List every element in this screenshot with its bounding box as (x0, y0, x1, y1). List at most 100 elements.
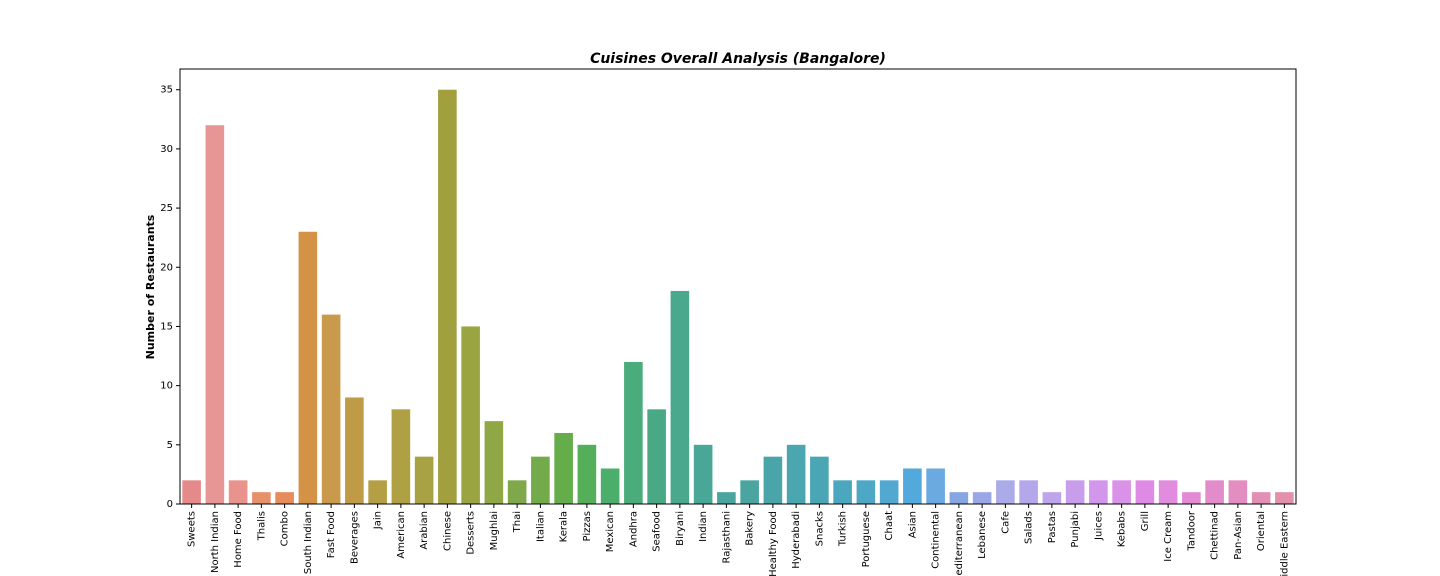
bar-thai (507, 480, 527, 504)
y-tick-label: 15 (160, 321, 173, 332)
x-tick-label: Healthy Food (768, 511, 779, 576)
bar-juices (1089, 480, 1108, 504)
bar-andhra (624, 361, 643, 504)
bar-punjabi (1065, 480, 1085, 504)
y-tick-label: 30 (160, 144, 173, 155)
x-tick-label: Chinese (442, 511, 453, 551)
x-tick-label: Middle Eastern (1279, 511, 1290, 576)
bars-group (182, 89, 1294, 505)
x-tick-label: Beverages (349, 511, 360, 564)
y-axis-label: Number of Restaurants (144, 214, 157, 359)
x-axis: Sweets North Indian Home Food Thalis Combo So… (187, 504, 1290, 576)
bar-mexican (600, 468, 620, 504)
x-tick-label: Mediterranean (954, 511, 965, 576)
bar-beverages (345, 397, 364, 504)
bar-arabian (414, 456, 434, 504)
bar-biryani (670, 290, 690, 504)
x-tick-label: Pan-Asian (1233, 511, 1244, 560)
x-tick-label: Fast Food (326, 511, 337, 558)
y-tick-label: 25 (160, 203, 173, 214)
bar-north-indian (205, 125, 225, 504)
x-tick-label: Arabian (419, 511, 430, 550)
y-tick-label: 5 (167, 440, 173, 451)
x-tick-label: Pizzas (582, 511, 593, 541)
bar-desserts (461, 326, 480, 504)
bar-chinese (438, 89, 457, 505)
bar-pizzas (577, 444, 597, 504)
bar-hyderabadi (786, 444, 806, 504)
bar-turkish (833, 480, 852, 504)
bar-asian (903, 468, 922, 504)
bar-healthy-food (763, 456, 783, 504)
x-tick-label: Lebanese (977, 511, 988, 559)
bar-chettinad (1205, 480, 1224, 504)
x-tick-label: Asian (907, 511, 918, 538)
x-tick-label: American (396, 511, 407, 559)
x-tick-label: Thalis (256, 511, 267, 541)
bar-tandoor (1182, 492, 1201, 504)
x-tick-label: Desserts (466, 511, 477, 555)
y-tick-label: 35 (160, 85, 173, 96)
bar-salads (1019, 480, 1038, 504)
bar-portuguese (856, 480, 876, 504)
bar-south-indian (298, 231, 318, 504)
bar-oriental (1251, 492, 1271, 504)
y-tick-label: 10 (160, 381, 173, 392)
bar-grill (1135, 480, 1155, 504)
x-tick-label: Andhra (628, 511, 639, 547)
x-tick-label: Home Food (233, 511, 244, 568)
plot-frame (179, 68, 1297, 505)
bar-middle-eastern (1275, 492, 1294, 504)
bar-combo (275, 492, 294, 504)
x-tick-label: Italian (535, 511, 546, 542)
bar-seafood (647, 409, 666, 504)
bar-pastas (1042, 492, 1062, 504)
bar-ice-cream (1158, 480, 1178, 504)
x-tick-label: Kerala (559, 511, 570, 542)
x-tick-label: Portuguese (861, 511, 872, 567)
bar-cafe (996, 480, 1015, 504)
bar-pan-asian (1228, 480, 1248, 504)
bar-mughlai (484, 421, 504, 504)
bar-indian (693, 444, 713, 504)
bar-kebabs (1112, 480, 1131, 504)
bar-fast-food (321, 314, 341, 504)
x-tick-label: Turkish (838, 511, 849, 547)
x-tick-label: Combo (280, 511, 291, 546)
x-tick-label: Salads (1024, 511, 1035, 544)
bar-home-food (228, 480, 248, 504)
x-tick-label: Chaat (884, 511, 895, 541)
y-tick-label: 0 (167, 499, 173, 510)
bar-kerala (554, 432, 573, 504)
x-tick-label: Tandoor (1186, 510, 1197, 552)
x-tick-label: Bakery (745, 511, 756, 546)
x-tick-label: Ice Cream (1163, 511, 1174, 562)
bar-thalis (252, 492, 271, 504)
x-tick-label: North Indian (210, 511, 221, 573)
x-tick-label: Oriental (1256, 511, 1267, 551)
x-tick-label: Rajasthani (721, 511, 732, 563)
chart-title: Cuisines Overall Analysis (Bangalore) (590, 51, 886, 67)
x-tick-label: Snacks (814, 511, 825, 546)
x-tick-label: Jain (373, 511, 384, 530)
x-tick-label: South Indian (303, 511, 314, 574)
bar-jain (368, 480, 387, 504)
x-tick-label: Thai (512, 511, 523, 533)
bar-italian (531, 456, 550, 504)
x-tick-label: Pastas (1047, 511, 1058, 543)
bar-lebanese (972, 492, 992, 504)
x-tick-label: Chettinad (1210, 511, 1221, 560)
x-tick-label: Grill (1140, 511, 1151, 531)
x-tick-label: Kebabs (1117, 511, 1128, 547)
x-tick-label: Sweets (187, 511, 198, 547)
x-tick-label: Seafood (652, 511, 663, 552)
x-tick-label: Mexican (605, 511, 616, 552)
x-tick-label: Biryani (675, 511, 686, 546)
x-tick-label: Continental (931, 511, 942, 569)
x-tick-label: Indian (698, 511, 709, 542)
bar-chaat (879, 480, 899, 504)
x-tick-label: Juices (1093, 511, 1104, 541)
bar-bakery (740, 480, 759, 504)
bar-rajasthani (717, 492, 736, 504)
